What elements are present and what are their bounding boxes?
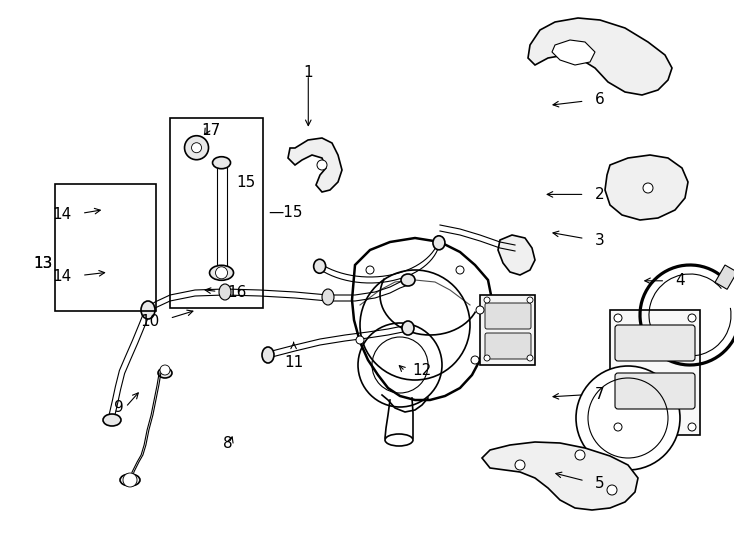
Text: 13: 13 <box>33 256 52 271</box>
Bar <box>715 265 734 289</box>
Text: 6: 6 <box>595 92 604 107</box>
FancyBboxPatch shape <box>610 310 700 435</box>
Circle shape <box>476 306 484 314</box>
Text: 14: 14 <box>53 207 72 222</box>
Text: 1: 1 <box>303 65 313 80</box>
Circle shape <box>688 314 696 322</box>
Ellipse shape <box>433 236 445 250</box>
Circle shape <box>366 266 374 274</box>
Ellipse shape <box>213 157 230 168</box>
Polygon shape <box>482 442 638 510</box>
Circle shape <box>614 314 622 322</box>
Polygon shape <box>288 138 342 192</box>
Text: 11: 11 <box>284 355 303 370</box>
Ellipse shape <box>313 259 326 273</box>
Text: 15: 15 <box>236 175 255 190</box>
Circle shape <box>317 160 327 170</box>
Text: 17: 17 <box>202 123 221 138</box>
Circle shape <box>484 355 490 361</box>
Circle shape <box>192 143 202 153</box>
Text: 5: 5 <box>595 476 604 491</box>
Ellipse shape <box>158 368 172 378</box>
Bar <box>170 118 263 308</box>
Circle shape <box>527 297 533 303</box>
Ellipse shape <box>401 274 415 286</box>
Ellipse shape <box>209 265 233 280</box>
Circle shape <box>643 183 653 193</box>
Polygon shape <box>605 155 688 220</box>
Bar <box>480 295 535 365</box>
Text: 12: 12 <box>413 363 432 378</box>
Text: 8: 8 <box>222 436 233 451</box>
Ellipse shape <box>402 321 414 335</box>
Text: 13: 13 <box>33 256 52 271</box>
Text: 4: 4 <box>675 273 685 288</box>
Circle shape <box>184 136 208 160</box>
Text: 14: 14 <box>53 269 72 284</box>
Ellipse shape <box>385 434 413 446</box>
Ellipse shape <box>322 289 334 305</box>
Ellipse shape <box>103 414 121 426</box>
Text: 16: 16 <box>228 285 247 300</box>
Circle shape <box>123 473 137 487</box>
Text: 2: 2 <box>595 187 604 202</box>
Circle shape <box>607 485 617 495</box>
Circle shape <box>456 266 464 274</box>
FancyBboxPatch shape <box>485 333 531 359</box>
Circle shape <box>160 365 170 375</box>
Bar <box>55 184 156 310</box>
Circle shape <box>576 366 680 470</box>
Circle shape <box>614 423 622 431</box>
Ellipse shape <box>219 284 231 300</box>
Ellipse shape <box>141 301 155 319</box>
Text: 3: 3 <box>595 233 604 248</box>
FancyBboxPatch shape <box>615 373 695 409</box>
Circle shape <box>216 267 228 279</box>
Circle shape <box>484 297 490 303</box>
Text: 7: 7 <box>595 387 604 402</box>
Ellipse shape <box>120 474 140 486</box>
Text: 9: 9 <box>114 400 124 415</box>
Circle shape <box>527 355 533 361</box>
Polygon shape <box>498 235 535 275</box>
Circle shape <box>356 336 364 344</box>
Circle shape <box>515 460 525 470</box>
Text: —15: —15 <box>268 205 302 220</box>
Polygon shape <box>552 40 595 65</box>
Text: 10: 10 <box>141 314 160 329</box>
Circle shape <box>471 356 479 364</box>
Circle shape <box>575 450 585 460</box>
FancyBboxPatch shape <box>485 303 531 329</box>
Circle shape <box>688 423 696 431</box>
FancyBboxPatch shape <box>615 325 695 361</box>
Ellipse shape <box>262 347 274 363</box>
Polygon shape <box>528 18 672 95</box>
